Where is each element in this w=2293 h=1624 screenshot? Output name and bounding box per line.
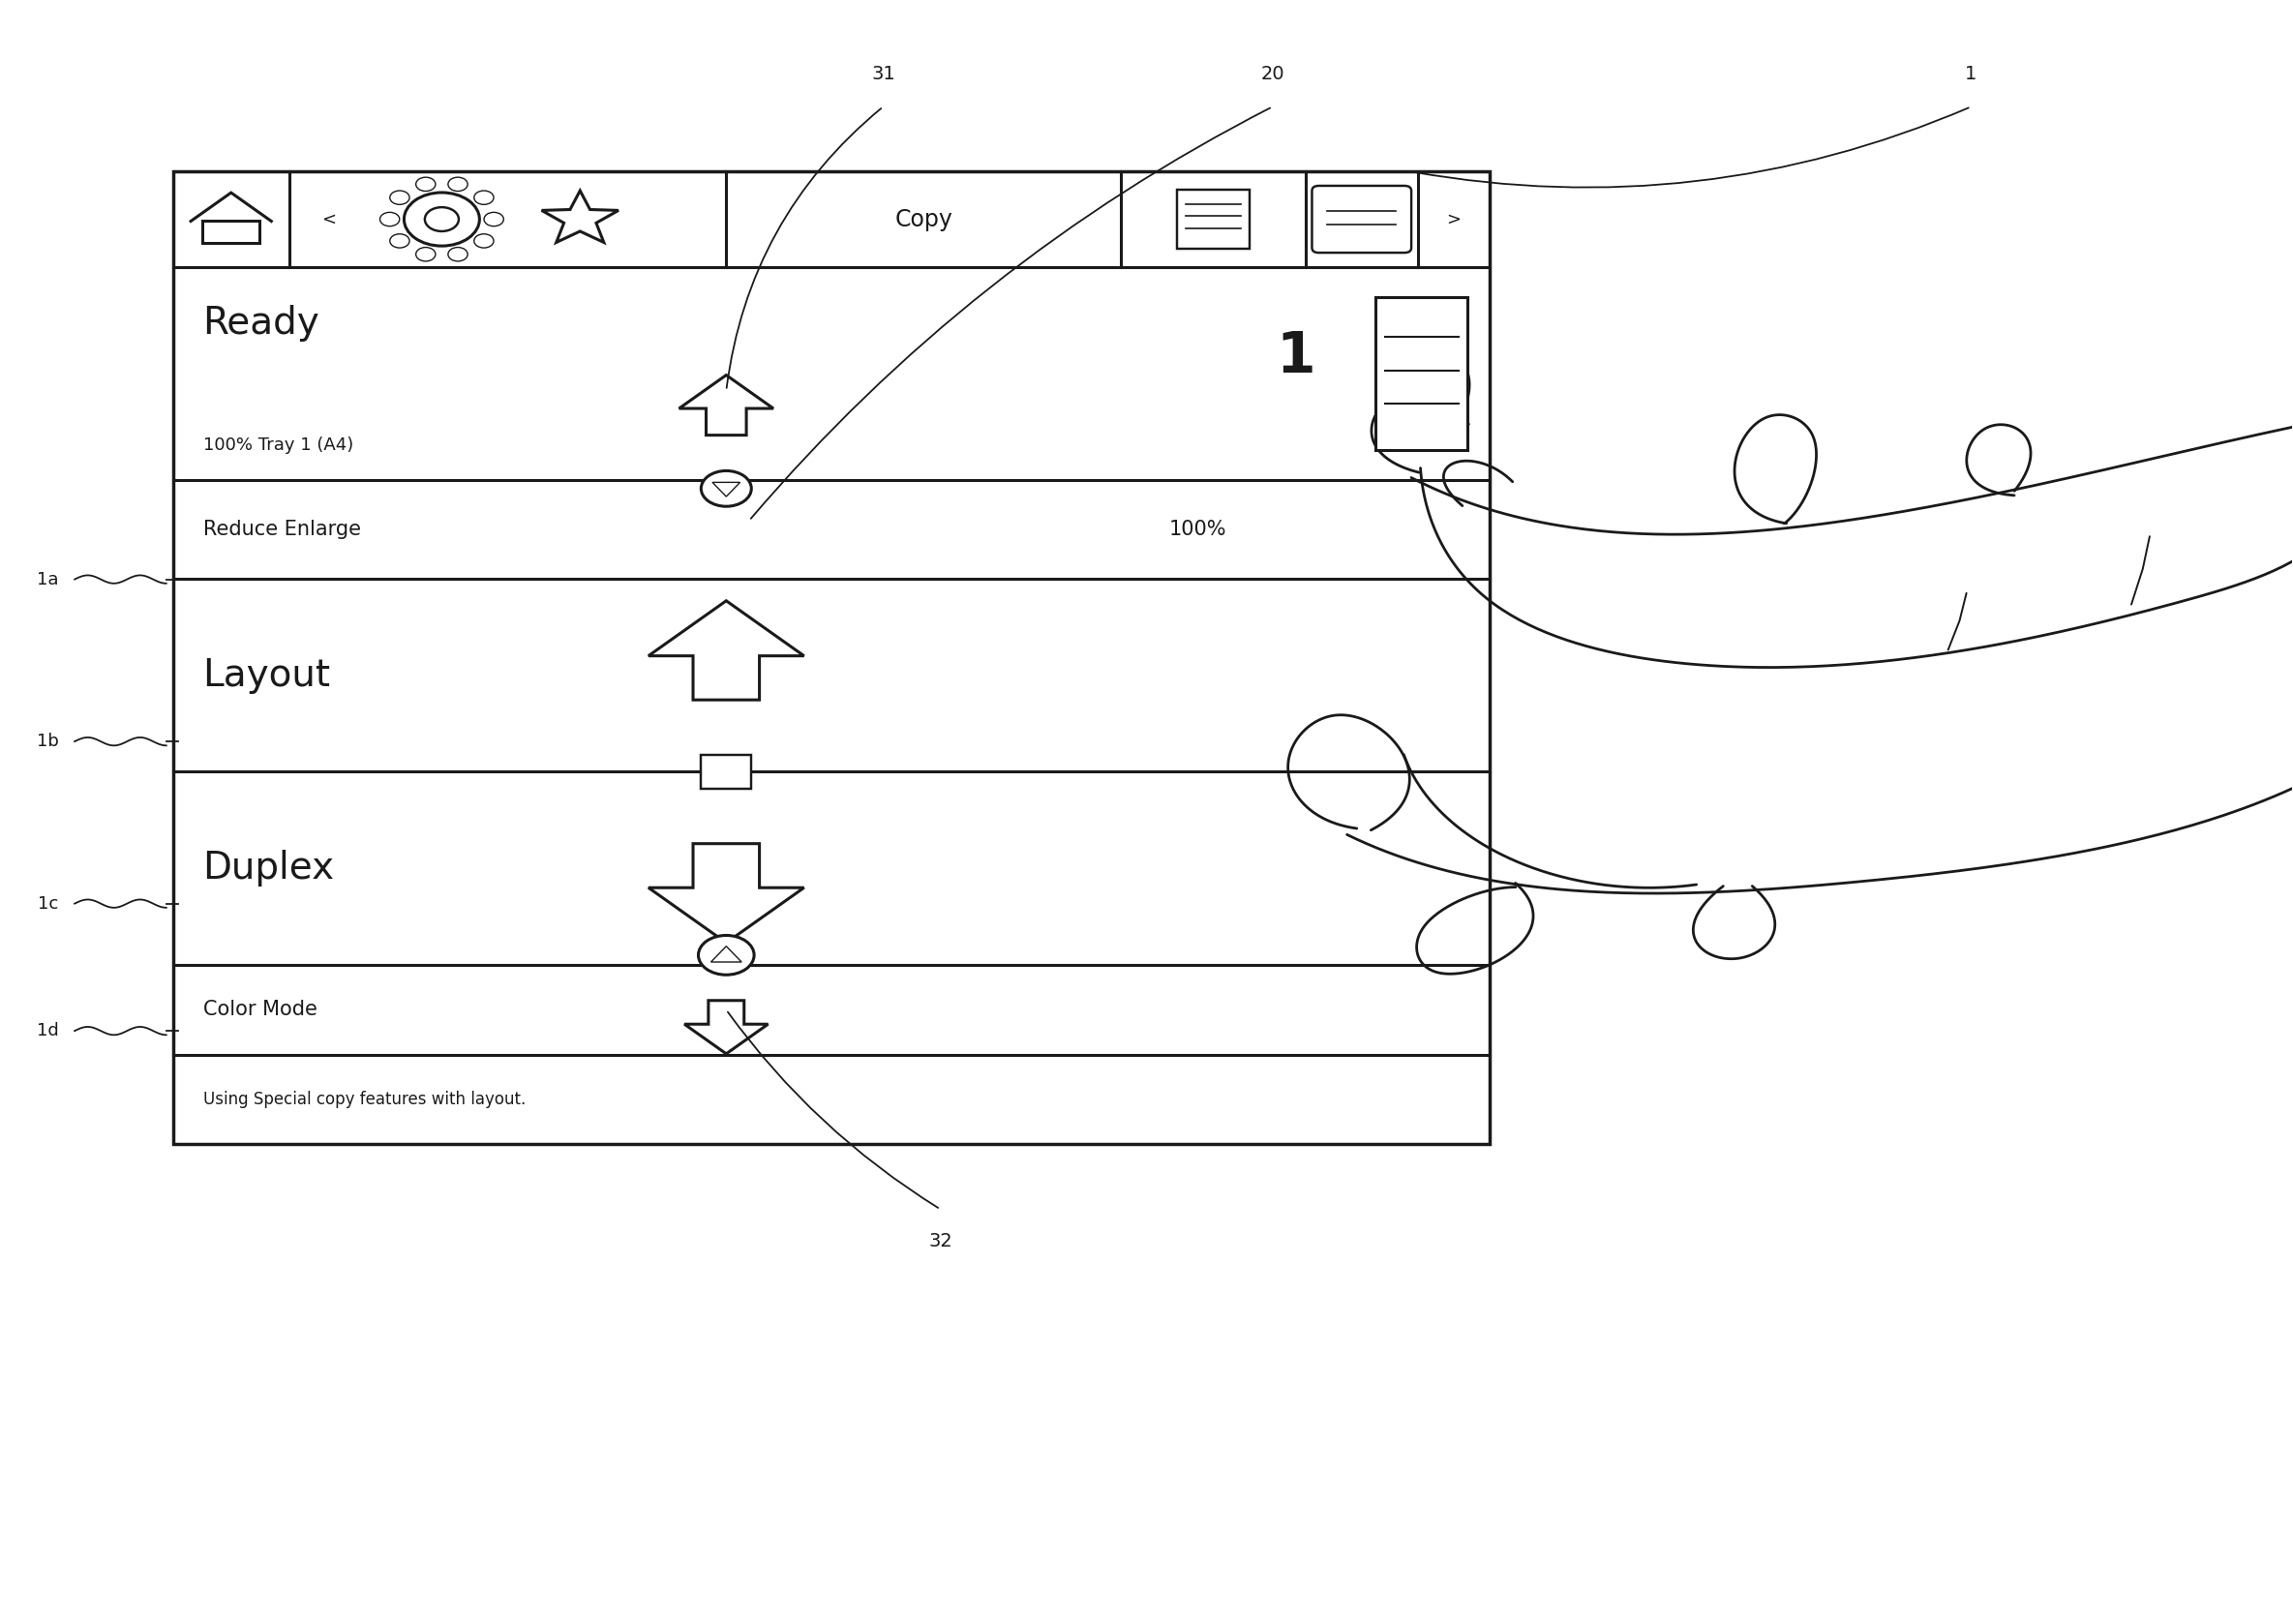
Circle shape [702, 471, 752, 507]
Text: 20: 20 [1261, 65, 1284, 83]
Circle shape [475, 190, 493, 205]
Text: Using Special copy features with layout.: Using Special copy features with layout. [202, 1091, 525, 1108]
Circle shape [699, 935, 754, 974]
Text: 1c: 1c [39, 895, 60, 913]
Text: <: < [321, 211, 335, 227]
Circle shape [404, 193, 479, 245]
Text: 1b: 1b [37, 732, 60, 750]
Text: Reduce Enlarge: Reduce Enlarge [202, 520, 360, 539]
Bar [1376, 297, 1468, 450]
Text: Layout: Layout [202, 656, 330, 693]
Circle shape [415, 177, 436, 192]
Text: Color Mode: Color Mode [202, 1000, 316, 1020]
Circle shape [447, 177, 468, 192]
Circle shape [390, 234, 410, 248]
Text: 32: 32 [929, 1233, 952, 1250]
Circle shape [415, 247, 436, 261]
Circle shape [447, 247, 468, 261]
FancyBboxPatch shape [1312, 185, 1410, 253]
Bar [1176, 190, 1250, 248]
Circle shape [381, 213, 399, 226]
Text: Duplex: Duplex [202, 849, 335, 887]
Bar [702, 755, 752, 789]
Text: 1a: 1a [37, 570, 60, 588]
Circle shape [484, 213, 504, 226]
Text: 100% Tray 1 (A4): 100% Tray 1 (A4) [202, 437, 353, 455]
Bar [202, 221, 259, 244]
Bar [172, 172, 1490, 1145]
Text: >: > [1447, 211, 1461, 227]
Circle shape [390, 190, 410, 205]
Text: 31: 31 [871, 65, 894, 83]
Text: 1d: 1d [37, 1021, 60, 1039]
Text: Copy: Copy [894, 208, 954, 231]
Text: 100%: 100% [1169, 520, 1227, 539]
Text: 1: 1 [1275, 330, 1314, 385]
Text: 1: 1 [1965, 65, 1977, 83]
Circle shape [424, 208, 459, 231]
Circle shape [475, 234, 493, 248]
Text: Ready: Ready [202, 305, 319, 343]
